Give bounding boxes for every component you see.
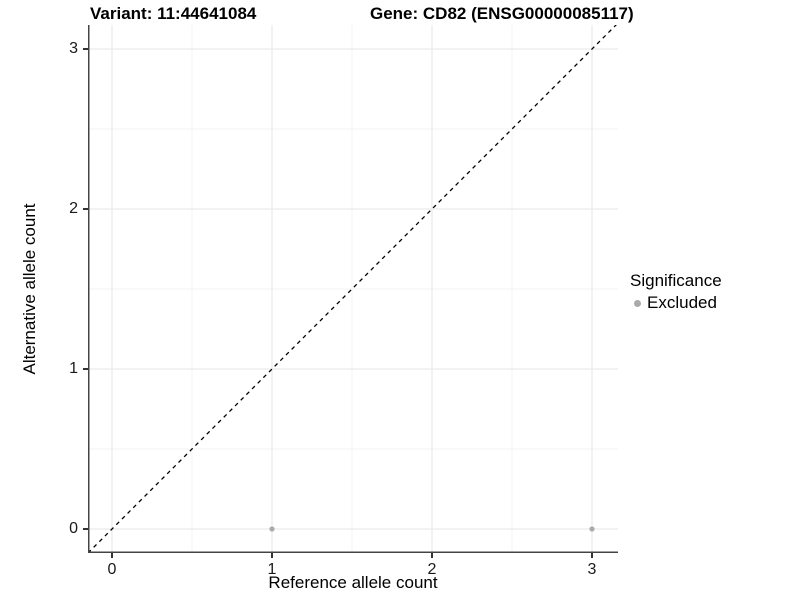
- identity-line: [88, 25, 617, 553]
- x-tick-mark: [591, 553, 593, 558]
- legend-item-label: Excluded: [647, 293, 717, 312]
- x-tick-mark: [271, 553, 273, 558]
- legend-item-excluded: Excluded: [630, 293, 722, 312]
- x-tick-label: 3: [587, 561, 597, 578]
- y-tick-label: 3: [69, 40, 78, 57]
- y-tick-label: 0: [69, 520, 78, 537]
- x-tick-label: 0: [107, 561, 117, 578]
- plot-canvas: [88, 25, 618, 553]
- y-tick-mark: [83, 528, 88, 530]
- y-tick-label: 2: [69, 200, 78, 217]
- x-tick-label: 2: [427, 561, 437, 578]
- y-tick-label: 1: [69, 360, 78, 377]
- data-point-excluded: [269, 526, 275, 532]
- x-axis-title: Reference allele count: [268, 573, 438, 592]
- legend: Significance Excluded: [630, 271, 722, 312]
- plot-title-variant: Variant: 11:44641084: [90, 4, 257, 23]
- y-axis-title: Alternative allele count: [20, 203, 39, 375]
- x-tick-mark: [111, 553, 113, 558]
- y-tick-mark: [83, 208, 88, 210]
- data-point-excluded: [589, 526, 595, 532]
- y-tick-mark: [83, 368, 88, 370]
- y-tick-mark: [83, 48, 88, 50]
- x-tick-mark: [431, 553, 433, 558]
- legend-title: Significance: [630, 271, 722, 290]
- circle-icon: [634, 299, 641, 307]
- x-tick-label: 1: [267, 561, 277, 578]
- plot-panel: [88, 25, 618, 553]
- plot-title-gene: Gene: CD82 (ENSG00000085117): [370, 4, 634, 23]
